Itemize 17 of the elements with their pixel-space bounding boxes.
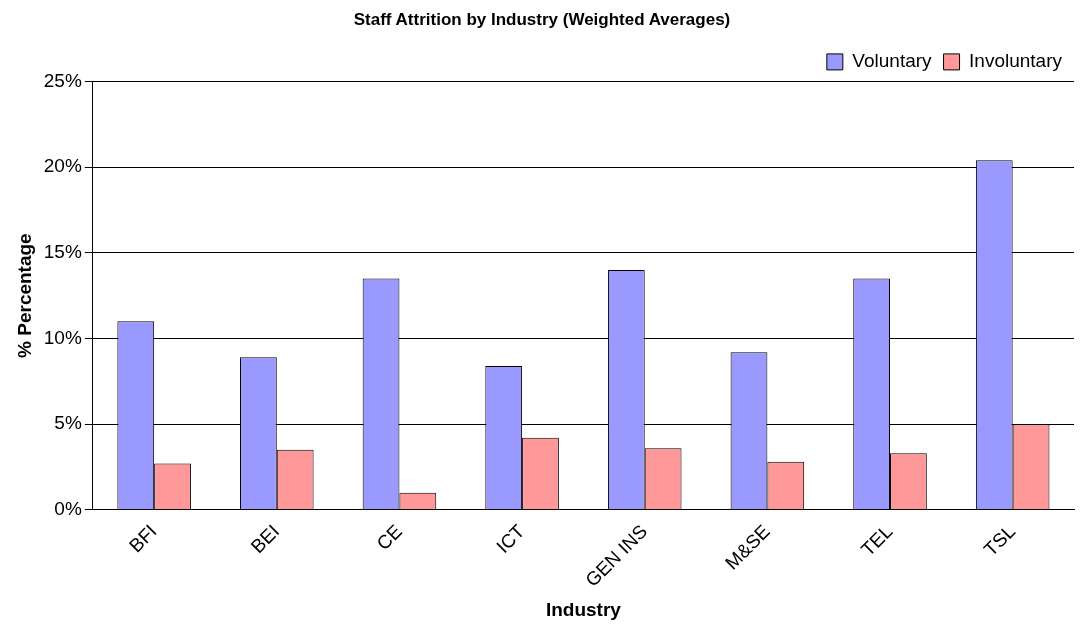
y-tick-label: 0% bbox=[54, 498, 82, 520]
y-tick-label: 15% bbox=[43, 241, 82, 263]
legend-label: Voluntary bbox=[852, 50, 933, 72]
y-tick-label: 10% bbox=[43, 326, 82, 348]
y-tick-label: 20% bbox=[43, 155, 82, 177]
chart-title: Staff Attrition by Industry (Weighted Averages) bbox=[353, 9, 731, 29]
y-tick-label: 5% bbox=[54, 412, 82, 434]
legend-label: Involuntary bbox=[969, 50, 1063, 72]
x-tick-label: BFI bbox=[124, 520, 161, 557]
x-tick-label: TSL bbox=[979, 520, 1020, 561]
y-tick-label: 25% bbox=[43, 69, 82, 91]
x-axis-title: Industry bbox=[545, 598, 622, 620]
x-tick-label: CE bbox=[372, 520, 406, 555]
x-tick-label: TEL bbox=[857, 520, 897, 561]
x-tick-label: ICT bbox=[492, 520, 529, 558]
x-tick-label: BEI bbox=[246, 520, 284, 558]
y-axis-title: % Percentage bbox=[13, 233, 35, 358]
